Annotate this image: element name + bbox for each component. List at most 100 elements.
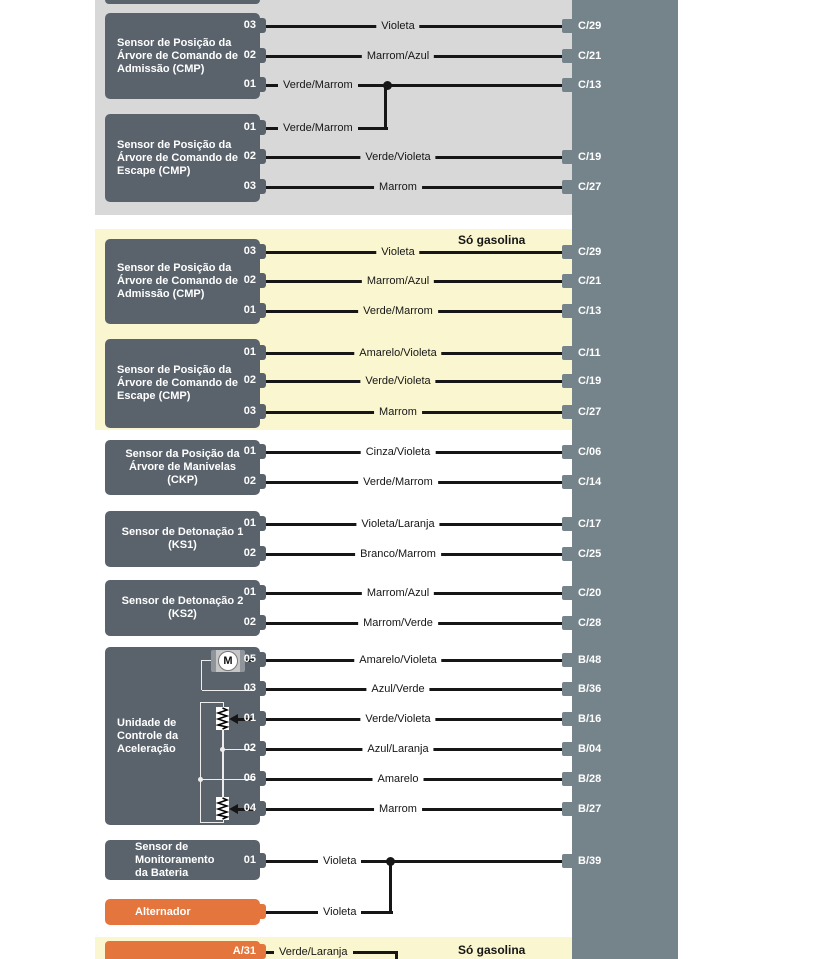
ecu-pin-tab [562, 49, 573, 63]
wire-color-label: Marrom/Azul [361, 585, 435, 601]
ecu-connector-label: C/28 [578, 617, 602, 629]
potentiometer-housing [200, 702, 224, 823]
wire-color-label: Marrom [374, 801, 422, 817]
wire-color-label: Marrom [374, 179, 422, 195]
ecu-connector-label: B/28 [578, 773, 602, 785]
ecu-pin-tab [562, 475, 573, 489]
ecu-connector-label: C/29 [578, 246, 602, 258]
pin-tab [254, 404, 266, 419]
pin-tab [254, 904, 266, 919]
pin-number: 02 [243, 547, 256, 559]
ecu-pin-tab [562, 712, 573, 726]
wire-color-label: Verde/Violeta [360, 373, 436, 389]
ecu-connector-label: C/13 [578, 79, 602, 91]
ecu-connector-label: C/19 [578, 375, 602, 387]
motor-icon: M [211, 650, 245, 672]
pin-number: 04 [243, 802, 256, 814]
pin-number: 02 [243, 49, 256, 61]
wire-color-label: Verde/Violeta [360, 149, 436, 165]
ecu-connector-label: C/19 [578, 151, 602, 163]
ecu-connector-label: C/21 [578, 50, 602, 62]
pin-number: 06 [243, 772, 256, 784]
ecu-pin-tab [562, 742, 573, 756]
wire-color-label: Amarelo/Violeta [354, 652, 442, 668]
pin-number: 02 [243, 616, 256, 628]
alternator-box: Alternador [105, 899, 260, 925]
ecu-pin-tab [562, 586, 573, 600]
sensor-box-cmp-admissao-1: Sensor de Posição da Árvore de Comando d… [105, 13, 260, 99]
pin-number: A/31 [232, 945, 256, 957]
wire-color-label: Marrom [374, 404, 422, 420]
ecu-pin-tab [562, 547, 573, 561]
ecu-pin-tab [562, 150, 573, 164]
pin-number: 01 [243, 854, 256, 866]
wire-color-label: Violeta [318, 853, 362, 869]
wire-junction-vertical [384, 85, 387, 130]
pin-number: 01 [243, 712, 256, 724]
pin-tab [254, 373, 266, 388]
ecu-pin-tab [562, 180, 573, 194]
ecu-pin-tab [562, 616, 573, 630]
pin-tab [254, 345, 266, 360]
internal-wire [201, 660, 211, 661]
ecu-connector-label: B/39 [578, 855, 602, 867]
pin-tab [254, 615, 266, 630]
sensor-box-ks1: Sensor de Detonação 1 (KS1) [105, 511, 260, 567]
pin-number: 02 [243, 475, 256, 487]
ecu-pin-tab [562, 346, 573, 360]
pin-number: 03 [243, 19, 256, 31]
ecu-connector-label: B/27 [578, 803, 602, 815]
wire-color-label: Verde/Marrom [358, 474, 438, 490]
note-so-gasolina-top: Só gasolina [458, 233, 526, 247]
ecu-pin-tab [562, 274, 573, 288]
pin-number: 03 [243, 245, 256, 257]
pin-tab [254, 149, 266, 164]
wire-color-label: Marrom/Azul [361, 48, 435, 64]
pin-tab [254, 77, 266, 92]
pin-tab [254, 179, 266, 194]
wire-line [266, 860, 564, 863]
pin-tab [254, 18, 266, 33]
wire-color-label: Cinza/Violeta [360, 444, 436, 460]
potentiometer-icon [215, 707, 230, 730]
internal-wire [222, 730, 223, 797]
pin-tab [254, 516, 266, 531]
sensor-box-ks2: Sensor de Detonação 2 (KS2) [105, 580, 260, 636]
pin-tab [254, 474, 266, 489]
ecu-pin-tab [562, 304, 573, 318]
wire-color-label: Branco/Marrom [355, 546, 441, 562]
wire-color-label: Violeta [376, 18, 420, 34]
pin-tab [254, 944, 266, 959]
ecu-connector-label: B/04 [578, 743, 602, 755]
ecu-pin-tab [562, 854, 573, 868]
internal-wire [202, 690, 256, 691]
note-so-gasolina-bottom: Só gasolina [458, 943, 526, 957]
ecu-pin-tab [562, 682, 573, 696]
battery-monitor-sensor-box: Sensor de Monitoramento da Bateria [105, 840, 260, 880]
pin-number: 02 [243, 274, 256, 286]
ecu-connector-label: C/11 [578, 347, 601, 359]
pin-tab [254, 771, 266, 786]
junction-dot [383, 81, 392, 90]
pin-tab [254, 120, 266, 135]
sensor-box-cmp-admissao-2: Sensor de Posição da Árvore de Comando d… [105, 239, 260, 324]
ecu-connector-label: C/29 [578, 20, 602, 32]
pin-tab [254, 546, 266, 561]
wiper-wire [237, 808, 257, 811]
internal-junction-dot [220, 747, 225, 752]
pin-number: 03 [243, 180, 256, 192]
ecu-connector-label: C/27 [578, 181, 602, 193]
internal-junction-dot [198, 777, 203, 782]
pin-tab [254, 741, 266, 756]
ecu-connector-label: B/36 [578, 683, 602, 695]
wire-color-label: Verde/Laranja [274, 944, 353, 959]
wiper-arrow-icon [229, 804, 238, 814]
internal-wire [201, 779, 256, 780]
ecu-pin-tab [562, 19, 573, 33]
ecu-pin-tab [562, 445, 573, 459]
wire-junction-vertical [389, 861, 392, 913]
pin-number: 05 [243, 653, 256, 665]
ecu-connector-label: B/48 [578, 654, 602, 666]
sensor-box-partial-top [105, 0, 260, 4]
